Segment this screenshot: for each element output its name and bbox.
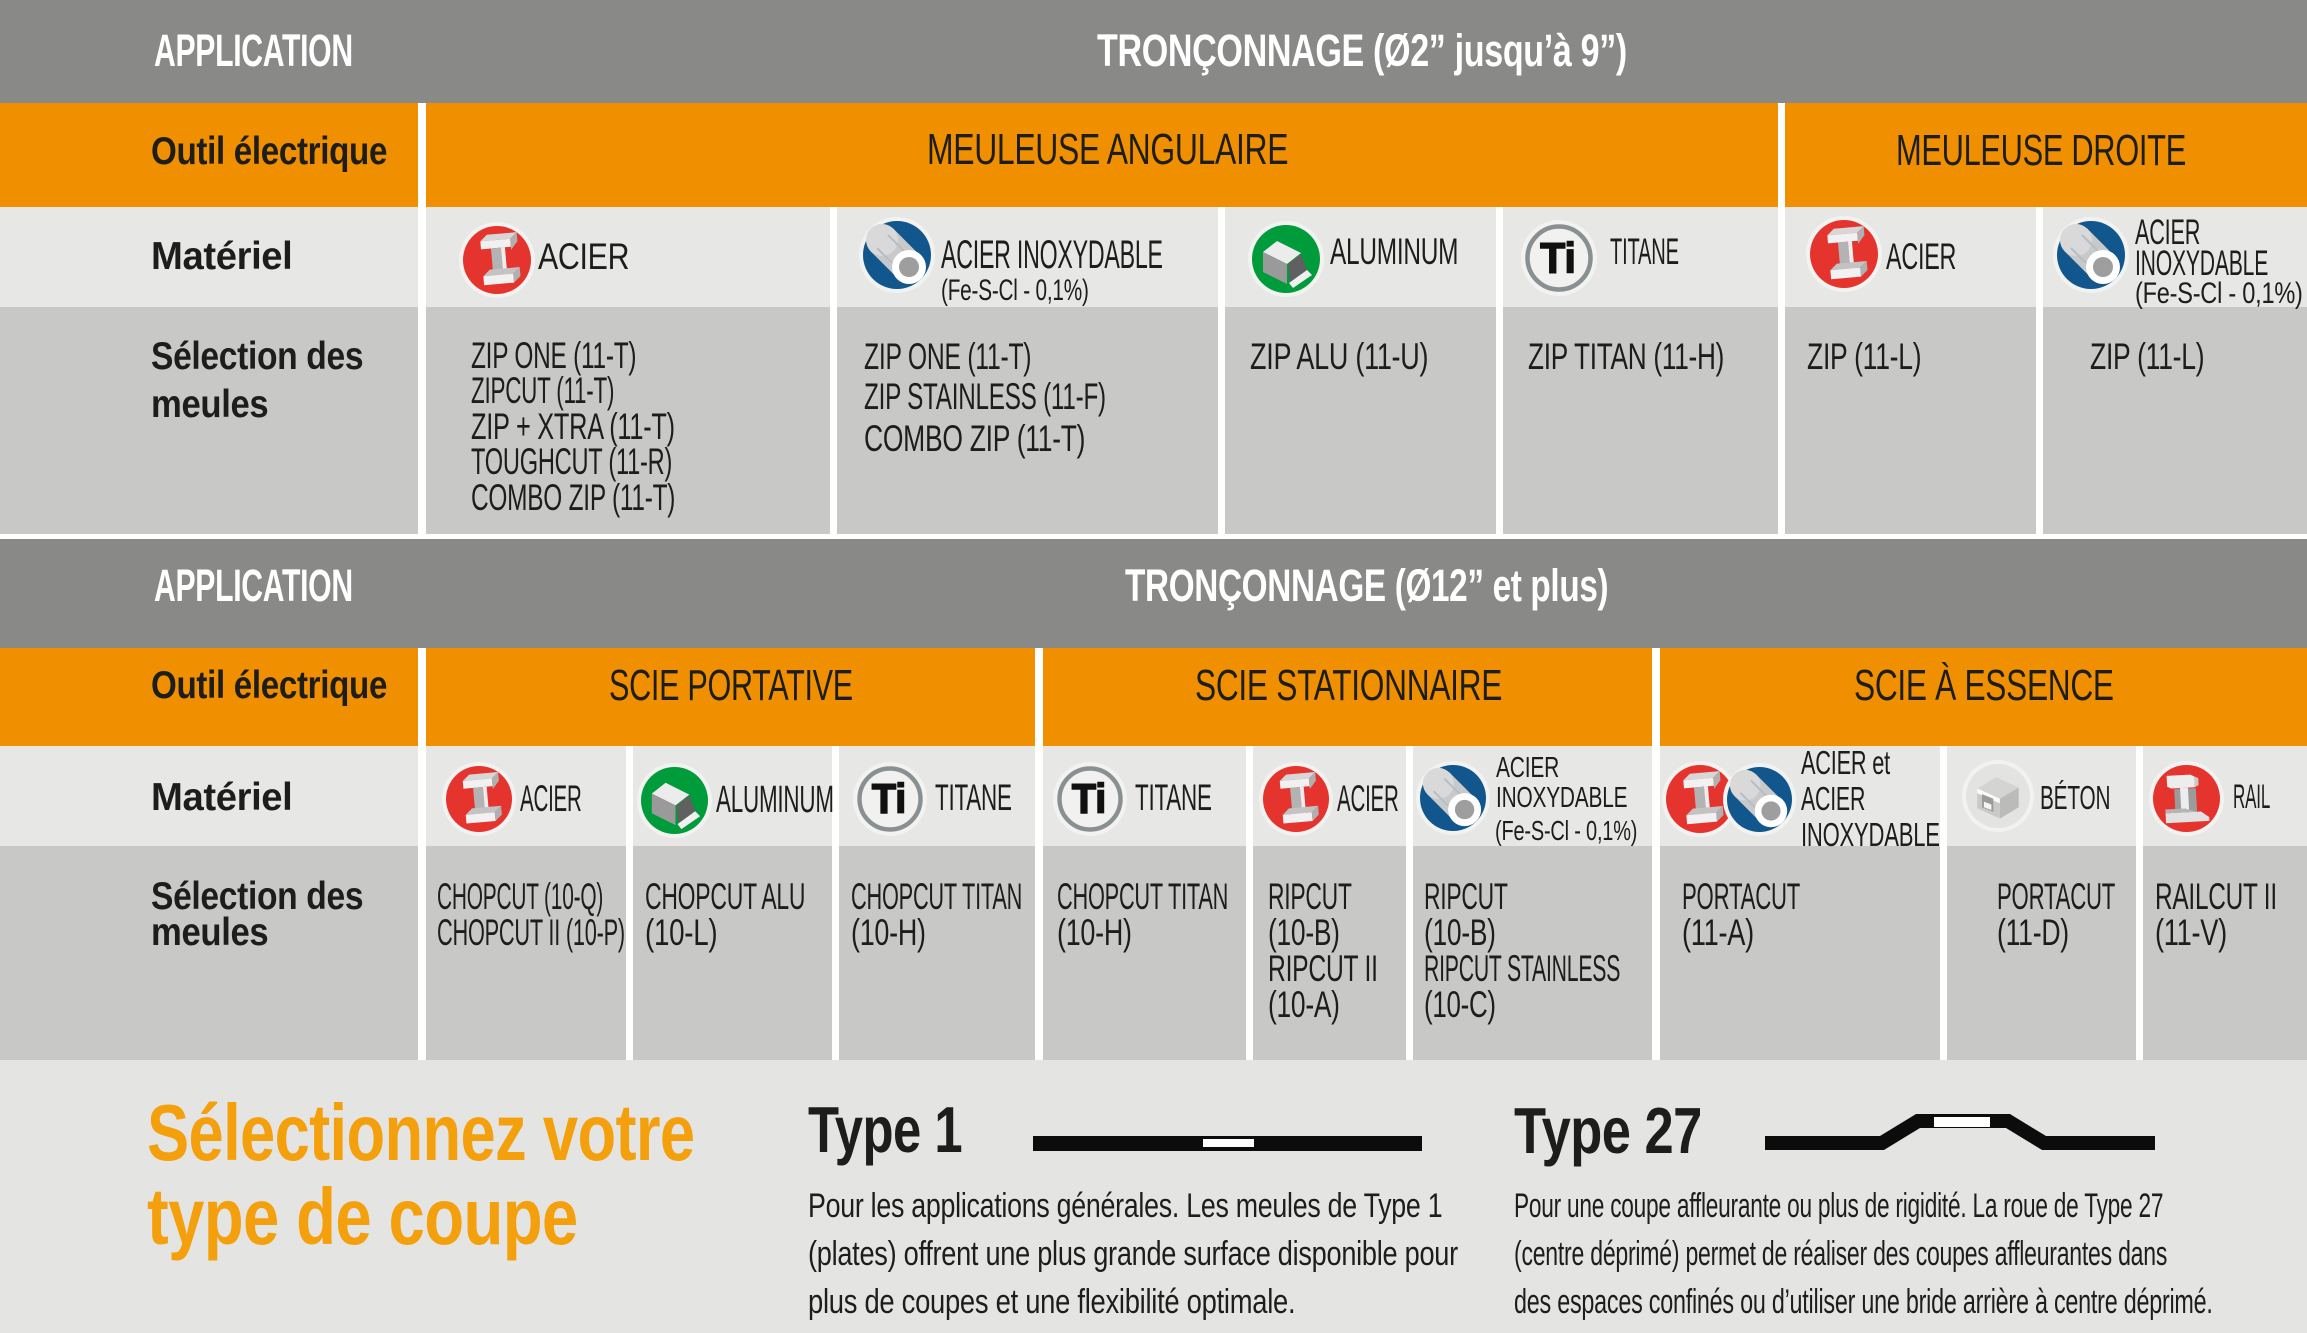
svg-text:Ti: Ti	[1540, 234, 1576, 282]
svg-text:Ti: Ti	[1072, 775, 1106, 822]
svg-text:Ti: Ti	[872, 775, 906, 822]
